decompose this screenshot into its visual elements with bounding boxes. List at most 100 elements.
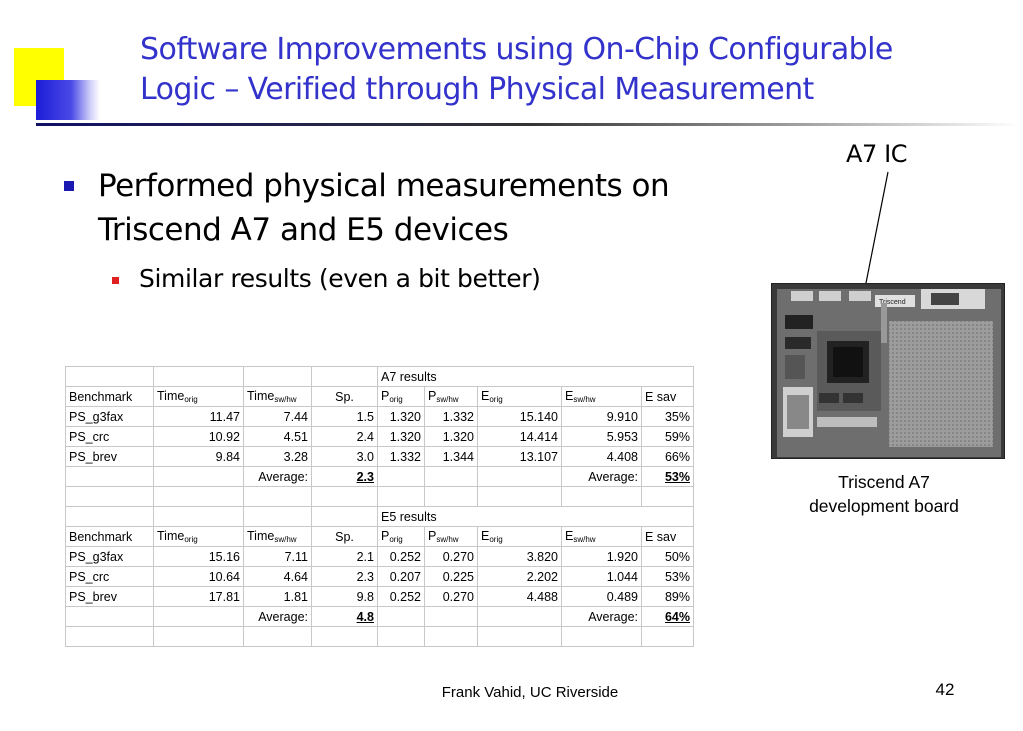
table-cell: 59%	[641, 426, 694, 447]
e5-average-esav: 64%	[641, 606, 694, 627]
column-header-subscript: orig	[184, 535, 198, 544]
column-header-text: Time	[157, 389, 185, 403]
table-cell: 9.910	[561, 406, 642, 427]
table-cell: 10.64	[153, 566, 244, 587]
table-cell: 7.44	[243, 406, 312, 427]
benchmark-name: PS_crc	[65, 566, 154, 587]
board-caption-line1: Triscend A7	[838, 472, 930, 492]
results-table: A7 results Benchmark Timeorig Timesw/hw Sp.…	[65, 366, 694, 647]
column-header: Porig	[377, 526, 425, 547]
table-cell: 9.8	[311, 586, 378, 607]
footer-author: Frank Vahid, UC Riverside	[441, 684, 619, 701]
table-cell: 14.414	[477, 426, 562, 447]
column-header-text: P	[381, 529, 390, 543]
table-cell: 3.820	[477, 546, 562, 567]
column-header-text: E sav	[645, 529, 677, 544]
slide-title-line2: Logic – Verified through Physical Measur…	[140, 72, 814, 107]
table-cell: 1.332	[424, 406, 478, 427]
column-header: E sav	[641, 526, 694, 547]
column-header: Timesw/hw	[243, 386, 312, 407]
table-cell: 1.344	[424, 446, 478, 467]
board-caption: Triscend A7 development board	[772, 470, 996, 518]
e5-section-header-row: E5 results	[65, 506, 694, 527]
a7-average-label: Average:	[243, 466, 312, 487]
column-header-text: E	[565, 389, 574, 403]
table-row: PS_brev 17.81 1.81 9.8 0.252 0.270 4.488 0.489 8…	[65, 586, 694, 607]
title-decoration-blue	[36, 80, 100, 120]
a7-results-header: A7 results	[377, 366, 694, 387]
benchmark-name: PS_g3fax	[65, 406, 154, 427]
column-header-subscript: sw/hw	[436, 395, 459, 404]
e5-average-label: Average:	[243, 606, 312, 627]
table-cell: 13.107	[477, 446, 562, 467]
table-cell: 1.332	[377, 446, 425, 467]
table-row: PS_brev 9.84 3.28 3.0 1.332 1.344 13.107 4.408 6…	[65, 446, 694, 467]
table-cell: 4.408	[561, 446, 642, 467]
column-header: Eorig	[477, 386, 562, 407]
benchmark-name: PS_brev	[65, 586, 154, 607]
table-cell: 10.92	[153, 426, 244, 447]
spacer-row	[65, 626, 694, 647]
column-header: Sp.	[311, 526, 378, 547]
column-header-text: E	[481, 529, 490, 543]
column-header-subscript: orig	[184, 395, 198, 404]
table-cell: 1.320	[377, 406, 425, 427]
e5-average-row: Average: 4.8 Average: 64%	[65, 606, 694, 627]
e5-column-header-row: Benchmark Timeorig Timesw/hw Sp. Porig Psw/hw…	[65, 526, 694, 547]
table-cell: 1.5	[311, 406, 378, 427]
a7-ic-label: A7 IC	[846, 140, 908, 168]
table-cell: 1.320	[424, 426, 478, 447]
table-cell: 0.207	[377, 566, 425, 587]
column-header-subscript: orig	[389, 535, 403, 544]
column-header: Timeorig	[153, 386, 244, 407]
table-cell: 3.28	[243, 446, 312, 467]
column-header: Sp.	[311, 386, 378, 407]
column-header: Timeorig	[153, 526, 244, 547]
column-header-subscript: orig	[489, 535, 503, 544]
table-cell: 1.044	[561, 566, 642, 587]
column-header-text: Benchmark	[69, 529, 133, 544]
table-cell: 0.270	[424, 546, 478, 567]
table-cell: 0.252	[377, 546, 425, 567]
table-cell: 15.16	[153, 546, 244, 567]
column-header-text: P	[428, 529, 437, 543]
benchmark-name: PS_crc	[65, 426, 154, 447]
column-header-text: Benchmark	[69, 389, 133, 404]
table-cell: 0.489	[561, 586, 642, 607]
column-header: Esw/hw	[561, 386, 642, 407]
a7-average-speedup: 2.3	[311, 466, 378, 487]
table-cell: 7.11	[243, 546, 312, 567]
bullet1-line2: Triscend A7 and E5 devices	[98, 212, 509, 248]
table-row: PS_crc 10.92 4.51 2.4 1.320 1.320 14.414 5.953 5…	[65, 426, 694, 447]
column-header-text: Time	[157, 529, 185, 543]
table-cell: 66%	[641, 446, 694, 467]
sub-bullet-square-icon	[112, 277, 119, 284]
table-cell: 50%	[641, 546, 694, 567]
column-header-text: Sp.	[335, 529, 354, 544]
title-underline	[36, 123, 1020, 126]
column-header-text: P	[381, 389, 390, 403]
column-header-text: E sav	[645, 389, 677, 404]
table-cell: 9.84	[153, 446, 244, 467]
column-header-subscript: sw/hw	[573, 535, 596, 544]
a7-average-esav: 53%	[641, 466, 694, 487]
table-cell: 1.920	[561, 546, 642, 567]
a7-column-header-row: Benchmark Timeorig Timesw/hw Sp. Porig Psw/hw…	[65, 386, 694, 407]
board-brand-text: Triscend	[879, 299, 906, 306]
bullet1-line1: Performed physical measurements on	[98, 168, 670, 204]
spacer-row	[65, 486, 694, 507]
table-cell: 53%	[641, 566, 694, 587]
column-header: Timesw/hw	[243, 526, 312, 547]
table-cell: 2.202	[477, 566, 562, 587]
e5-results-header: E5 results	[377, 506, 694, 527]
a7-esav-average-label: Average:	[561, 466, 642, 487]
table-row: PS_crc 10.64 4.64 2.3 0.207 0.225 2.202 1.044 53…	[65, 566, 694, 587]
board-image: Triscend	[771, 283, 1005, 459]
table-cell: 5.953	[561, 426, 642, 447]
column-header: Esw/hw	[561, 526, 642, 547]
column-header: Benchmark	[65, 526, 154, 547]
column-header: E sav	[641, 386, 694, 407]
slide-title: Software Improvements using On-Chip Conf…	[140, 30, 1020, 110]
column-header-subscript: sw/hw	[274, 535, 297, 544]
table-cell: 4.51	[243, 426, 312, 447]
